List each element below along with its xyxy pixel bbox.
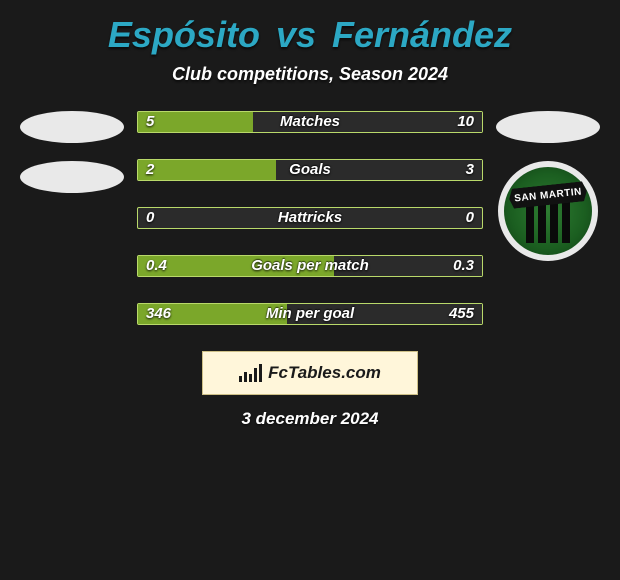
vs-text: vs bbox=[276, 14, 316, 55]
bar-right-value: 0 bbox=[466, 207, 474, 229]
chart-icon bbox=[239, 364, 262, 382]
stat-bar: Goals per match0.40.3 bbox=[137, 255, 483, 277]
player1-name: Espósito bbox=[108, 14, 260, 55]
stat-bar: Goals23 bbox=[137, 159, 483, 181]
stat-bar: Min per goal346455 bbox=[137, 303, 483, 325]
left-side bbox=[17, 111, 127, 193]
player1-club-placeholder bbox=[20, 161, 124, 193]
right-side: SAN MARTIN bbox=[493, 111, 603, 261]
bar-right-fill bbox=[287, 304, 482, 324]
logo-text: FcTables.com bbox=[268, 363, 381, 383]
badge-ribbon: SAN MARTIN bbox=[508, 181, 588, 209]
date-text: 3 december 2024 bbox=[0, 409, 620, 429]
subtitle: Club competitions, Season 2024 bbox=[0, 64, 620, 85]
bar-label: Hattricks bbox=[138, 208, 482, 228]
bar-left-fill bbox=[138, 304, 287, 324]
page-title: Espósito vs Fernández bbox=[0, 14, 620, 56]
stat-bar: Matches510 bbox=[137, 111, 483, 133]
bar-left-fill bbox=[138, 256, 334, 276]
player1-avatar-placeholder bbox=[20, 111, 124, 143]
player2-club-badge: SAN MARTIN bbox=[498, 161, 598, 261]
bar-left-fill bbox=[138, 112, 253, 132]
bar-right-fill bbox=[253, 112, 482, 132]
bar-right-fill bbox=[276, 160, 482, 180]
fctables-logo[interactable]: FcTables.com bbox=[202, 351, 418, 395]
stat-bar: Hattricks0 0 bbox=[137, 207, 483, 229]
player2-avatar-placeholder bbox=[496, 111, 600, 143]
main-area: Matches510 Goals23 Hattricks0 0 Goals per ma… bbox=[0, 111, 620, 325]
bar-left-fill bbox=[138, 160, 276, 180]
comparison-card: Espósito vs Fernández Club competitions,… bbox=[0, 0, 620, 429]
player2-name: Fernández bbox=[332, 14, 512, 55]
bars-container: Matches510 Goals23 Hattricks0 0 Goals per ma… bbox=[137, 111, 483, 325]
bar-left-value: 0 bbox=[146, 207, 154, 229]
bar-right-fill bbox=[334, 256, 482, 276]
